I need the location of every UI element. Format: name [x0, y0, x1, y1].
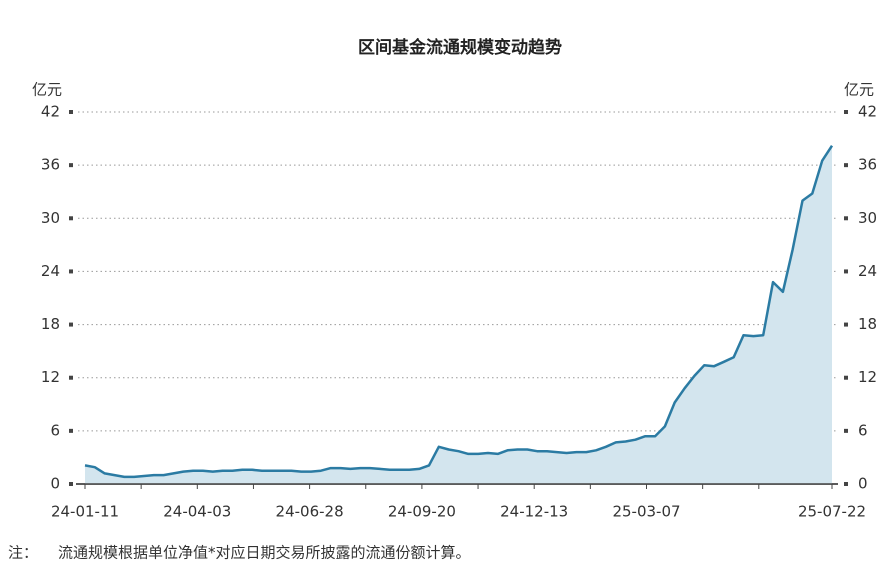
y2-tick-label: 42	[858, 103, 877, 121]
y-tick-label: 12	[41, 368, 60, 386]
y2-tick	[844, 482, 848, 486]
y-tick	[69, 482, 73, 486]
x-tick-label: 25-03-07	[612, 503, 680, 521]
y2-tick-label: 36	[858, 156, 877, 174]
y2-tick	[844, 110, 848, 114]
y-tick-label: 18	[41, 315, 60, 333]
y2-unit: 亿元	[844, 81, 874, 99]
y-unit: 亿元	[32, 81, 62, 99]
y2-tick	[844, 322, 848, 327]
y2-tick	[844, 428, 848, 433]
y2-tick	[844, 375, 848, 380]
line	[84, 145, 834, 479]
note-label: 注：	[8, 544, 38, 562]
y-tick	[69, 375, 73, 380]
y2-tick-label: 12	[858, 368, 877, 386]
x-tick-label: 24-12-13	[500, 503, 568, 521]
y2-tick-label: 18	[858, 315, 877, 333]
y-tick	[69, 428, 73, 433]
y-tick	[69, 269, 73, 274]
y-tick	[69, 110, 73, 114]
y-tick-label: 6	[50, 421, 60, 439]
x-tick-label: 24-06-28	[276, 503, 344, 521]
y2-tick	[844, 216, 848, 221]
chart-title: 区间基金流通规模变动趋势	[358, 37, 562, 58]
y-tick-label: 36	[41, 156, 60, 174]
y2-tick	[844, 269, 848, 274]
note: 流通规模根据单位净值*对应日期交易所披露的流通份额计算。	[58, 544, 471, 562]
x-tick-label: 24-09-20	[388, 503, 456, 521]
y-tick-label: 24	[41, 262, 60, 280]
y2-tick-label: 30	[858, 209, 877, 227]
x-tick-label: 24-01-11	[51, 503, 119, 521]
y-tick-label: 0	[50, 475, 60, 493]
y2-tick-label: 6	[858, 421, 868, 439]
y-tick	[69, 216, 73, 221]
y-tick	[69, 322, 73, 327]
y-tick-label: 30	[41, 209, 60, 227]
x-tick-label: 24-04-03	[163, 503, 231, 521]
y2-tick-label: 24	[858, 262, 877, 280]
y2-tick	[844, 163, 848, 168]
area	[85, 145, 832, 484]
x-tick-label: 25-07-22	[798, 503, 866, 521]
y2-tick-label: 0	[858, 475, 868, 493]
y-tick-label: 42	[41, 103, 60, 121]
y-tick	[69, 163, 73, 168]
